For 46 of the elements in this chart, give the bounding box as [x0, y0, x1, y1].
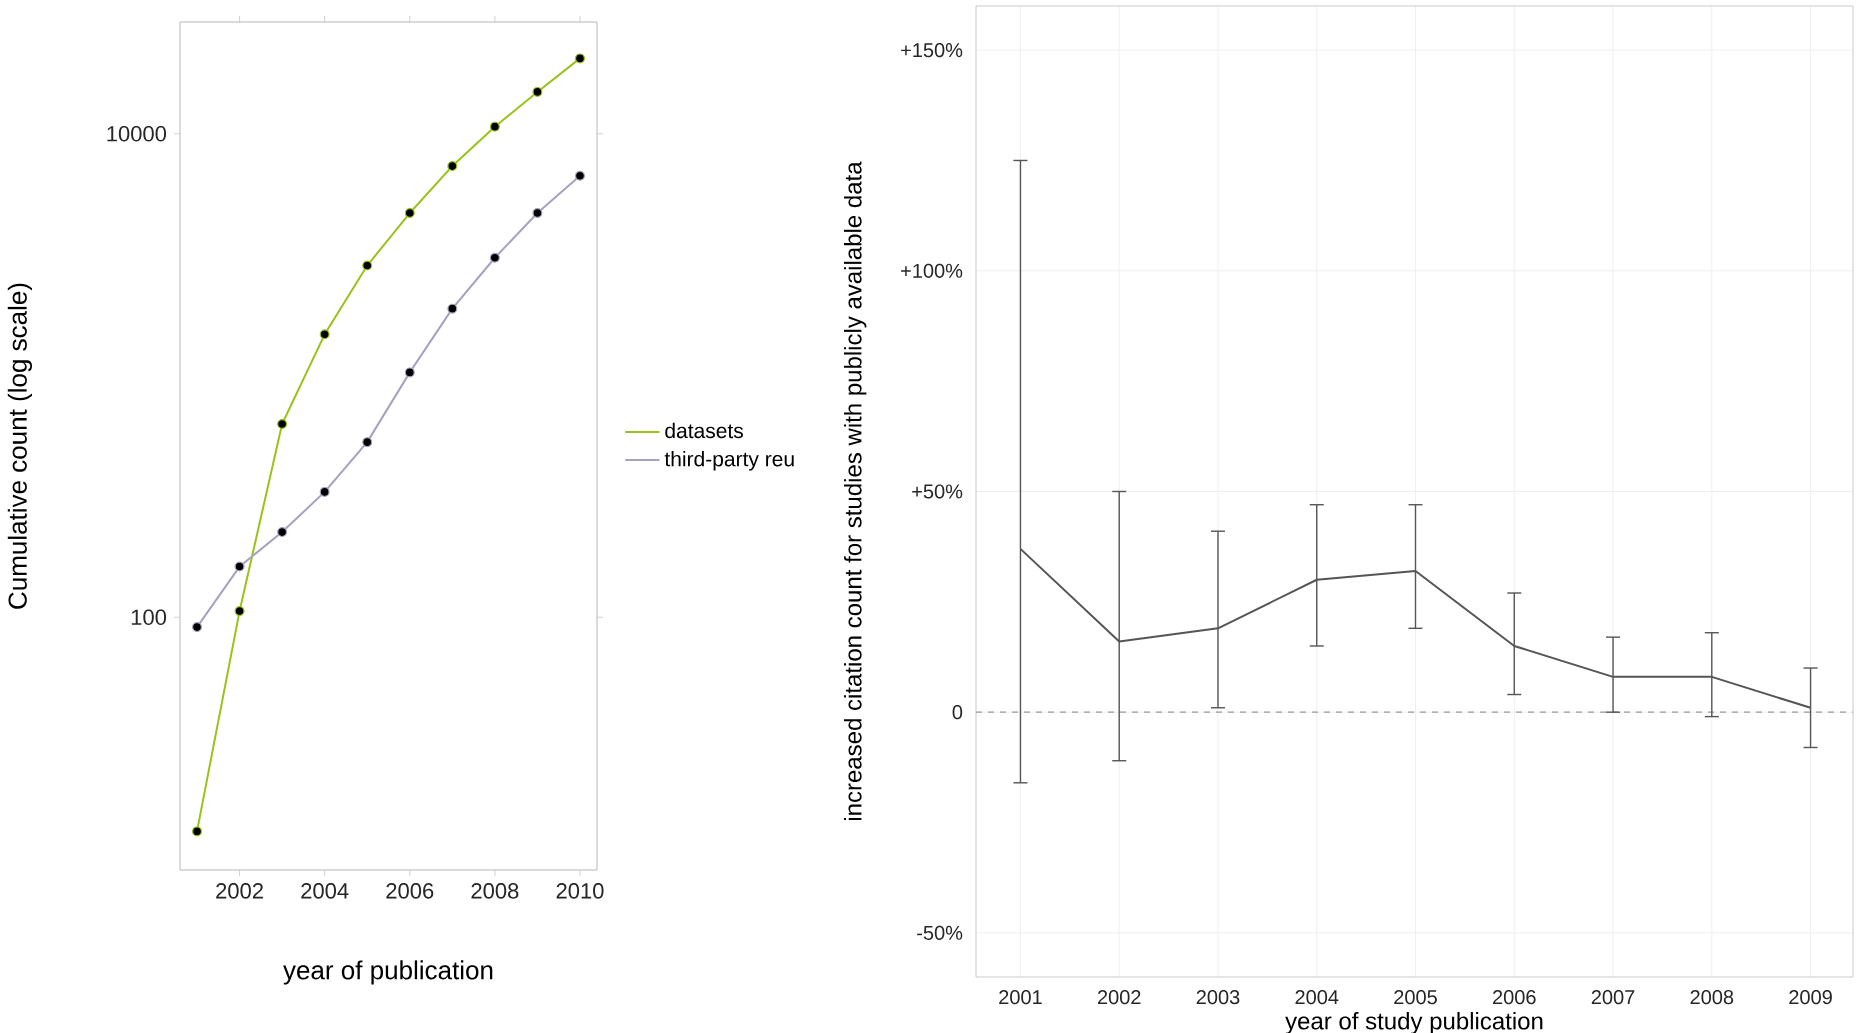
point: [234, 606, 245, 617]
point: [362, 437, 373, 448]
point: [277, 527, 288, 538]
point: [574, 53, 585, 64]
point: [404, 367, 415, 378]
point: [574, 170, 585, 181]
legend-label: datasets: [665, 422, 743, 439]
y-tick-label: +150%: [901, 43, 963, 58]
point: [234, 561, 245, 572]
point: [362, 260, 373, 271]
x-tick-label: 2003: [1196, 990, 1240, 1005]
y-tick-label: 100: [131, 609, 167, 625]
x-tick-label: 2010: [556, 883, 604, 899]
x-tick-label: 2002: [216, 883, 263, 899]
point: [447, 161, 458, 172]
x-tick-label: 2006: [386, 883, 434, 899]
point: [489, 252, 500, 263]
y-axis-title: increased citation count for studies with publicly available data: [844, 161, 867, 821]
x-tick-label: 2009: [1789, 990, 1832, 1005]
x-tick-label: 2005: [1394, 990, 1437, 1005]
point: [319, 329, 330, 340]
y-axis-title: Cumulative count (log scale): [7, 283, 33, 609]
point: [489, 121, 500, 132]
point: [404, 208, 415, 219]
y-tick-label: +50%: [912, 484, 963, 499]
point: [532, 86, 543, 97]
x-tick-label: 2004: [301, 883, 349, 899]
point: [192, 826, 203, 837]
point: [192, 622, 203, 633]
legend-label: third-party reu: [664, 451, 794, 471]
x-tick-label: 2007: [1591, 990, 1635, 1005]
y-tick-label: 10000: [107, 126, 167, 142]
x-tick-label: 2004: [1295, 990, 1339, 1005]
point: [319, 486, 330, 497]
point: [447, 303, 458, 314]
point: [532, 208, 543, 219]
x-axis-title: year of publication: [283, 960, 493, 985]
y-tick-label: -50%: [917, 925, 963, 940]
y-tick-label: +100%: [901, 263, 963, 278]
x-tick-label: 2006: [1493, 990, 1536, 1005]
x-tick-label: 2001: [999, 990, 1042, 1005]
x-tick-label: 2002: [1097, 990, 1141, 1005]
y-tick-label: 0: [952, 705, 963, 720]
x-tick-label: 2008: [1690, 990, 1734, 1005]
x-tick-label: 2008: [471, 883, 519, 899]
point: [277, 418, 288, 429]
